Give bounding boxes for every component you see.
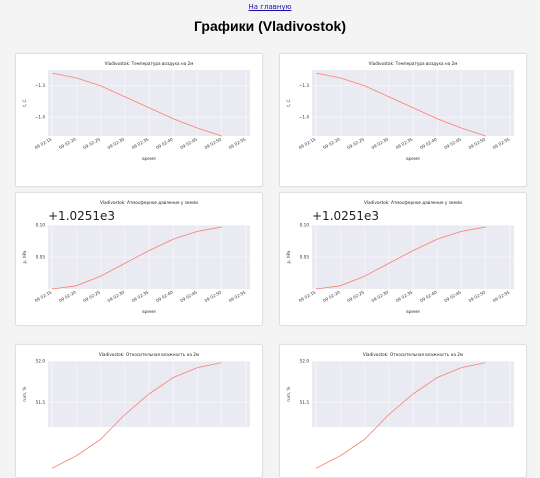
x-tick-label: 09 02:40 (155, 136, 174, 150)
chart-card-pressure-right: Vladivostok: Атмосферное давление у земл… (279, 192, 527, 326)
home-link[interactable]: На главную (249, 3, 292, 11)
chart-card-humidity-right: Vladivostok: Относительная влажность на … (279, 344, 527, 478)
y-tick-label: −1.3 (35, 83, 46, 88)
pressure-chart: Vladivostok: Атмосферное давление у земл… (280, 193, 526, 325)
chart-title: Vladivostok: Относительная влажность на … (363, 352, 463, 357)
chart-card-temperature-right: Vladivostok: Температура воздуха на 2м −1… (279, 53, 527, 187)
y-tick-label: 0.05 (300, 255, 310, 260)
x-tick-label: 09 02:30 (107, 289, 126, 303)
y-axis-label: p, hPa (22, 250, 27, 263)
x-tick-label: 09 02:45 (443, 289, 462, 303)
x-tick-label: 09 02:15 (34, 136, 53, 150)
x-tick-label: 09 02:30 (371, 289, 390, 303)
axis-offset-label: +1.0251e3 (312, 209, 379, 223)
temperature-chart: Vladivostok: Температура воздуха на 2м −1… (280, 54, 526, 186)
y-tick-label: 52.0 (300, 359, 310, 364)
x-tick-label: 09 02:55 (492, 289, 511, 303)
x-tick-label: 09 02:50 (468, 289, 487, 303)
x-tick-label: 09 02:30 (107, 136, 126, 150)
pressure-chart: Vladivostok: Атмосферное давление у земл… (16, 193, 262, 325)
chart-title: Vladivostok: Температура воздуха на 2м (369, 61, 458, 66)
x-axis-label: время (406, 156, 420, 161)
x-tick-label: 09 02:55 (228, 289, 247, 303)
temperature-chart: Vladivostok: Температура воздуха на 2м −1… (16, 54, 262, 186)
x-tick-label: 09 02:15 (298, 136, 317, 150)
x-tick-label: 09 02:15 (34, 289, 53, 303)
x-tick-label: 09 02:35 (395, 289, 414, 303)
y-tick-label: 51.5 (36, 400, 46, 405)
y-tick-label: 0.10 (36, 223, 46, 228)
x-tick-label: 09 02:40 (419, 289, 438, 303)
y-tick-label: −1.4 (299, 115, 310, 120)
x-tick-label: 09 02:20 (58, 136, 77, 150)
page-title: Графики (Vladivostok) (0, 18, 540, 34)
x-tick-label: 09 02:45 (179, 289, 198, 303)
x-axis-label: время (406, 309, 420, 314)
x-tick-label: 09 02:50 (468, 136, 487, 150)
y-tick-label: −1.4 (35, 115, 46, 120)
y-axis-label: t, C (22, 99, 27, 106)
y-axis-label: p, hPa (286, 250, 291, 263)
chart-card-temperature-left: Vladivostok: Температура воздуха на 2м −1… (15, 53, 263, 187)
x-tick-label: 09 02:35 (131, 289, 150, 303)
x-axis-label: время (142, 156, 156, 161)
x-tick-label: 09 02:45 (443, 136, 462, 150)
x-tick-label: 09 02:40 (155, 289, 174, 303)
x-tick-label: 09 02:20 (322, 289, 341, 303)
y-axis-label: rum, % (286, 386, 291, 401)
x-tick-label: 09 02:35 (131, 136, 150, 150)
x-tick-label: 09 02:20 (322, 136, 341, 150)
y-axis-label: rum, % (22, 386, 27, 401)
home-link-container: На главную (0, 3, 540, 11)
chart-card-humidity-left: Vladivostok: Относительная влажность на … (15, 344, 263, 478)
chart-title: Vladivostok: Относительная влажность на … (99, 352, 199, 357)
x-tick-label: 09 02:50 (204, 289, 223, 303)
x-tick-label: 09 02:30 (371, 136, 390, 150)
y-tick-label: 51.5 (300, 400, 310, 405)
y-tick-label: 0.05 (36, 255, 46, 260)
x-tick-label: 09 02:25 (82, 136, 101, 150)
humidity-chart: Vladivostok: Относительная влажность на … (16, 345, 262, 477)
axis-offset-label: +1.0251e3 (48, 209, 115, 223)
y-tick-label: 0.10 (300, 223, 310, 228)
x-tick-label: 09 02:55 (228, 136, 247, 150)
chart-card-pressure-left: Vladivostok: Атмосферное давление у земл… (15, 192, 263, 326)
x-tick-label: 09 02:45 (179, 136, 198, 150)
y-axis-label: t, C (286, 99, 291, 106)
x-tick-label: 09 02:25 (82, 289, 101, 303)
chart-title: Vladivostok: Температура воздуха на 2м (105, 61, 194, 66)
x-tick-label: 09 02:25 (346, 289, 365, 303)
x-tick-label: 09 02:35 (395, 136, 414, 150)
x-tick-label: 09 02:25 (346, 136, 365, 150)
x-tick-label: 09 02:55 (492, 136, 511, 150)
x-tick-label: 09 02:50 (204, 136, 223, 150)
x-tick-label: 09 02:20 (58, 289, 77, 303)
chart-title: Vladivostok: Атмосферное давление у земл… (364, 200, 462, 205)
y-tick-label: 52.0 (36, 359, 46, 364)
x-tick-label: 09 02:15 (298, 289, 317, 303)
x-axis-label: время (142, 309, 156, 314)
humidity-chart: Vladivostok: Относительная влажность на … (280, 345, 526, 477)
y-tick-label: −1.3 (299, 83, 310, 88)
x-tick-label: 09 02:40 (419, 136, 438, 150)
chart-title: Vladivostok: Атмосферное давление у земл… (100, 200, 198, 205)
